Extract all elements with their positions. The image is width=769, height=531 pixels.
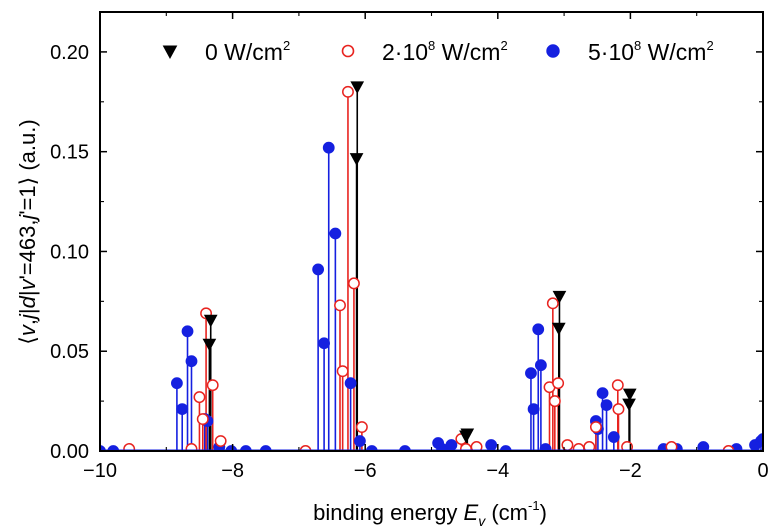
data-point-2e8 bbox=[214, 435, 227, 447]
data-point-5e8 bbox=[181, 325, 194, 338]
data-point-5e8 bbox=[525, 367, 537, 380]
data-point-5e8 bbox=[596, 387, 609, 400]
data-point-5e8 bbox=[445, 439, 458, 451]
y-tick-label: 0.00 bbox=[50, 441, 89, 463]
data-point-2e8 bbox=[470, 441, 483, 451]
legend-entry-2: 5·108 W/cm2 bbox=[546, 38, 714, 65]
y-tick-label: 0.05 bbox=[50, 341, 89, 363]
data-point-5e8 bbox=[312, 263, 325, 276]
data-point-2e8 bbox=[355, 421, 368, 434]
data-point-2e8 bbox=[612, 403, 625, 416]
data-point-5e8 bbox=[185, 355, 198, 368]
y-tick-label: 0.15 bbox=[50, 142, 89, 164]
legend-marker-0w-icon bbox=[162, 45, 178, 60]
data-point-0w bbox=[202, 338, 217, 352]
x-tick-label: −2 bbox=[619, 460, 642, 482]
data-point-5e8 bbox=[353, 435, 366, 447]
y-tick-label: 0.10 bbox=[50, 241, 89, 263]
data-point-5e8 bbox=[697, 441, 710, 451]
data-point-2e8 bbox=[546, 297, 559, 310]
data-point-0w bbox=[622, 388, 637, 402]
data-point-2e8 bbox=[589, 421, 602, 434]
data-point-2e8 bbox=[196, 413, 209, 426]
data-point-0w bbox=[350, 81, 365, 94]
legend-label-1: 2·108 W/cm2 bbox=[382, 38, 508, 65]
legend-label-2: 5·108 W/cm2 bbox=[588, 38, 714, 65]
data-point-2e8 bbox=[583, 441, 596, 451]
data-point-2e8 bbox=[460, 443, 472, 451]
data-point-2e8 bbox=[611, 379, 624, 392]
x-tick-label: −4 bbox=[486, 460, 509, 482]
data-point-5e8 bbox=[171, 377, 183, 390]
data-point-2e8 bbox=[206, 379, 219, 392]
data-point-5e8 bbox=[534, 359, 547, 372]
tick-label-layer: −10 −8 −6 −4 −2 0 0.00 0.05 0.10 0.15 0.20 bbox=[50, 42, 769, 482]
legend-entry-1: 2·108 W/cm2 bbox=[341, 38, 508, 65]
data-point-2e8 bbox=[347, 277, 360, 290]
data-point-5e8 bbox=[607, 431, 620, 443]
tick-layer bbox=[99, 12, 764, 452]
legend-label-0: 0 W/cm2 bbox=[205, 38, 290, 65]
data-point-0w bbox=[459, 430, 473, 444]
legend-marker-5e8-icon bbox=[546, 44, 560, 58]
data-point-0w bbox=[552, 290, 567, 304]
data-point-5e8 bbox=[539, 443, 552, 451]
data-point-0w bbox=[622, 398, 636, 412]
data-point-2e8 bbox=[193, 391, 206, 404]
data-point-5e8 bbox=[485, 439, 498, 451]
data-point-5e8 bbox=[527, 403, 540, 415]
data-point-2e8 bbox=[334, 299, 346, 312]
y-tick-label: 0.20 bbox=[50, 42, 89, 64]
data-point-2e8 bbox=[185, 443, 198, 451]
legend: 0 W/cm2 2·108 W/cm2 5·108 W/cm2 bbox=[162, 38, 714, 65]
data-point-0w bbox=[203, 314, 218, 328]
plot-frame bbox=[99, 11, 764, 452]
x-tick-label: −8 bbox=[221, 460, 244, 482]
legend-marker-2e8-icon bbox=[341, 44, 355, 58]
plot-area bbox=[100, 81, 763, 451]
data-point-2e8 bbox=[665, 441, 678, 451]
data-point-5e8 bbox=[600, 399, 613, 412]
x-tick-label: −10 bbox=[83, 460, 117, 482]
data-point-2e8 bbox=[342, 85, 354, 98]
data-point-2e8 bbox=[123, 443, 136, 451]
data-point-2e8 bbox=[552, 377, 565, 390]
data-point-5e8 bbox=[176, 403, 189, 415]
data-point-5e8 bbox=[532, 323, 545, 336]
data-point-5e8 bbox=[318, 337, 330, 350]
legend-entry-0: 0 W/cm2 bbox=[162, 38, 290, 65]
data-point-0w bbox=[349, 153, 364, 166]
data-point-5e8 bbox=[322, 141, 335, 154]
x-axis-title: binding energy Ev (cm-1) bbox=[313, 498, 547, 529]
x-tick-label: −6 bbox=[354, 460, 377, 482]
data-point-2e8 bbox=[336, 365, 349, 378]
x-tick-label: 0 bbox=[757, 460, 768, 482]
data-point-0w bbox=[551, 322, 566, 336]
data-point-5e8 bbox=[344, 377, 357, 390]
data-point-5e8 bbox=[329, 227, 342, 240]
data-point-2e8 bbox=[548, 395, 561, 408]
y-axis-title: ⟨v,j|d|v'=463,j'=1⟩ (a.u.) bbox=[15, 119, 40, 344]
data-point-2e8 bbox=[572, 443, 585, 451]
